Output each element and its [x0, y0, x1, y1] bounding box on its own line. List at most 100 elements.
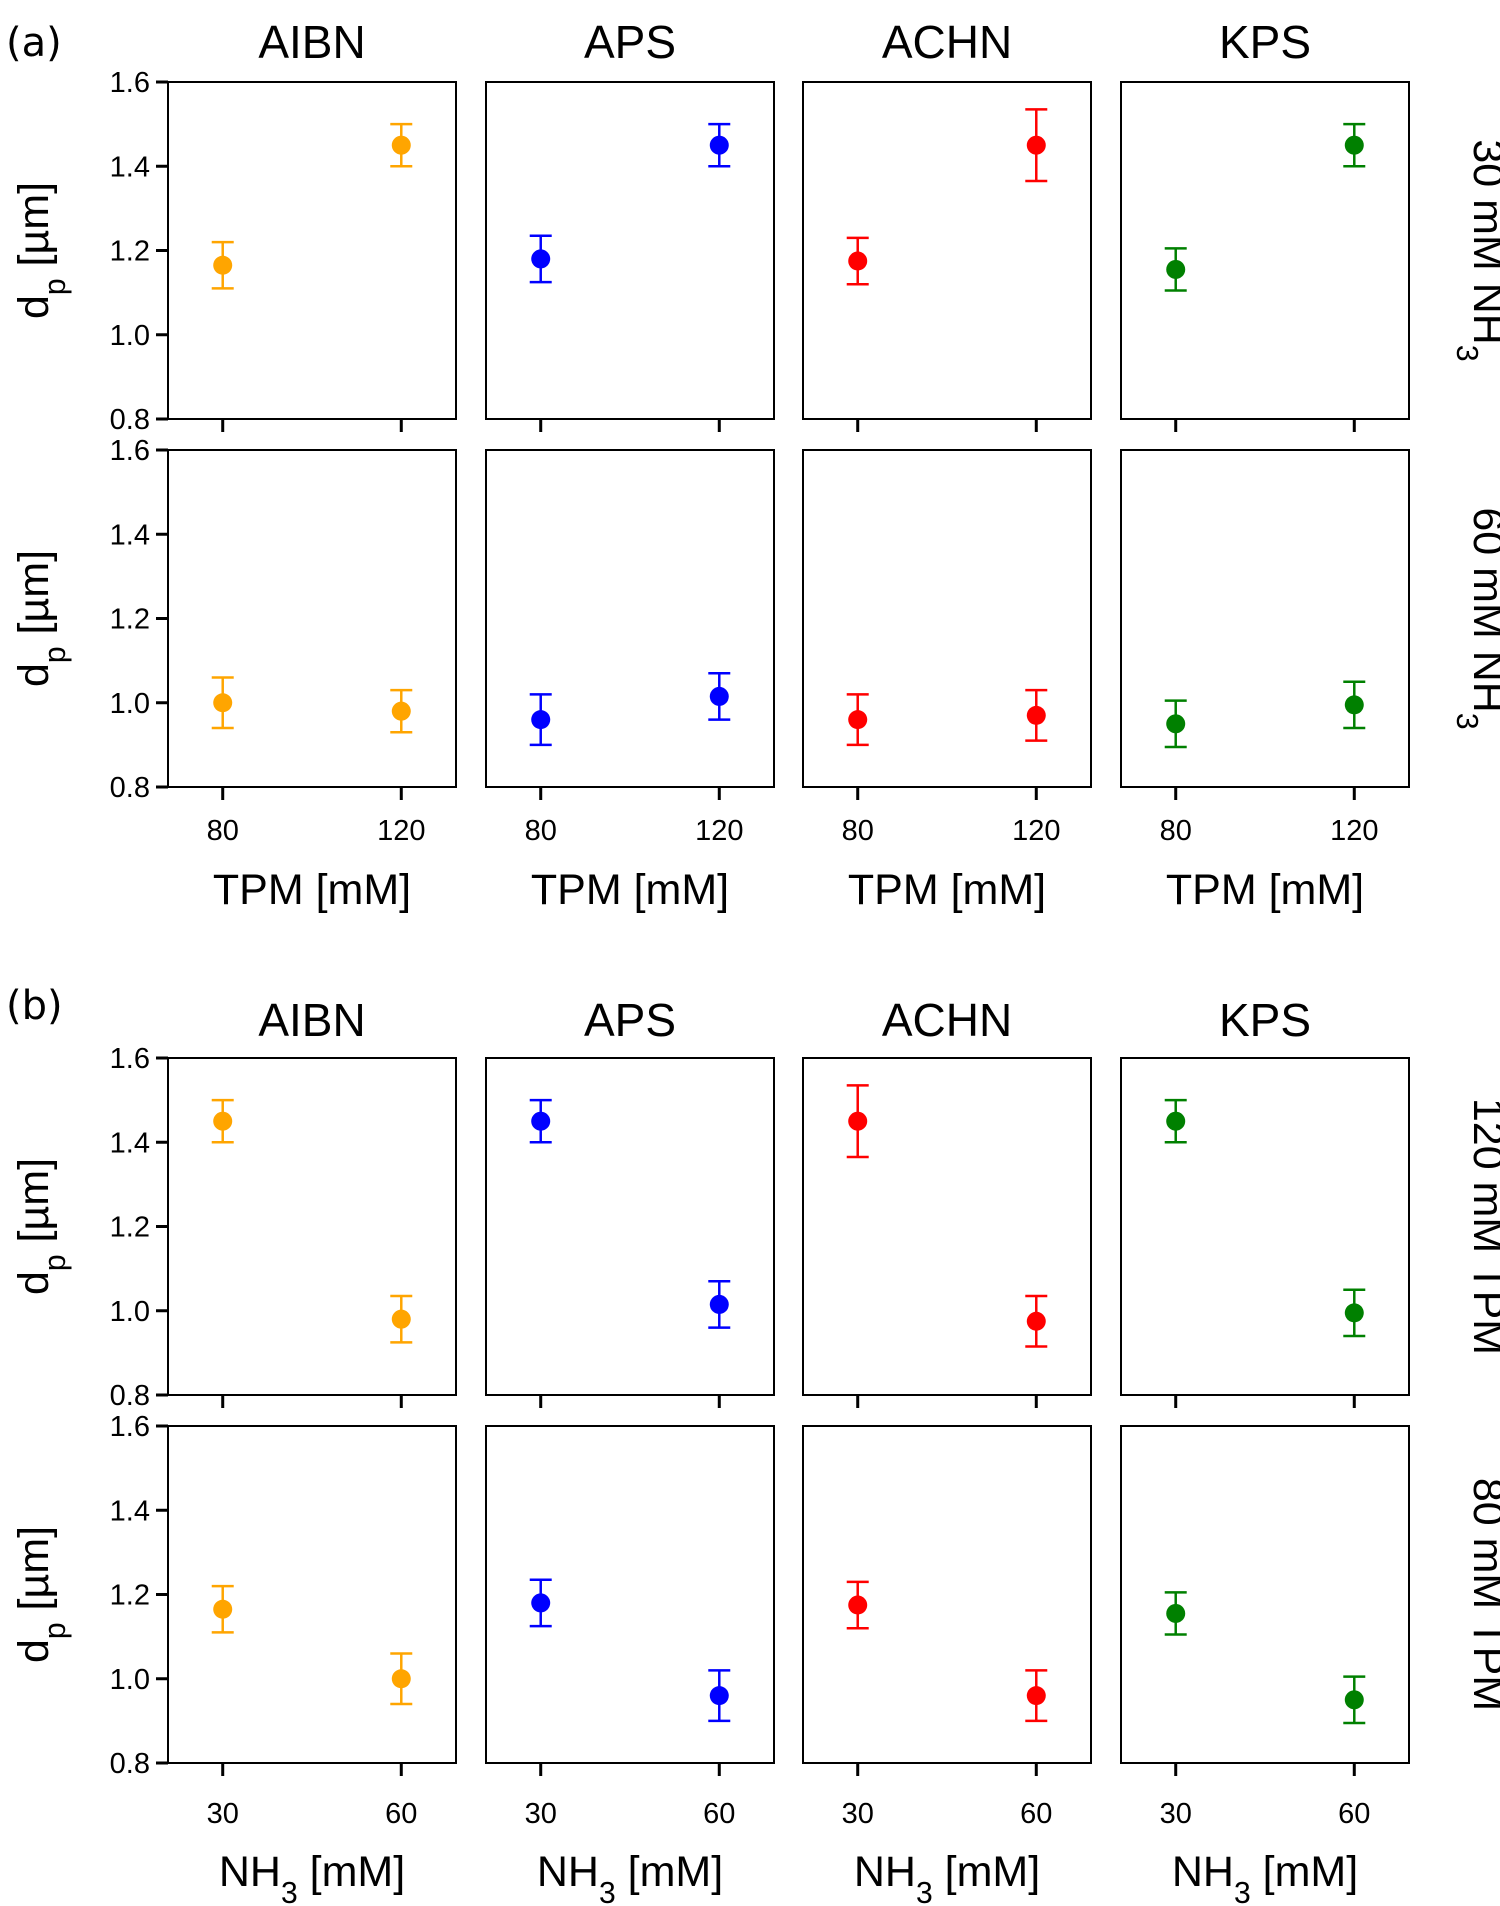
- data-point: [709, 1294, 729, 1314]
- y-tick-label: 1.6: [110, 1043, 150, 1075]
- x-tick-label: 80: [842, 815, 874, 847]
- chart-b: AIBN APS ACHN KPS 0.8 1.0 1.2 1.4 1.6 dp [µm] 120 …: [10, 994, 1500, 1906]
- data-point: [1026, 1686, 1046, 1706]
- x-axis-label: TPM [mM]: [848, 866, 1046, 914]
- y-tick-label: 1.2: [110, 1212, 150, 1244]
- data-point: [1344, 1690, 1364, 1710]
- x-tick-label: 30: [842, 1798, 874, 1830]
- column-title-achn: ACHN: [882, 994, 1012, 1046]
- plot-root: AIBN APS ACHN KPS 0.8 1.0 1.2 1.4 1.6 dp [µm] 30 m…: [10, 16, 1500, 1906]
- x-tick-label: 80: [1160, 815, 1192, 847]
- x-axis-label: TPM [mM]: [213, 866, 411, 914]
- row-label: 60 mM NH3: [1451, 507, 1500, 729]
- x-tick-label: 30: [1160, 1798, 1192, 1830]
- y-tick-label: 1.0: [110, 688, 150, 720]
- subplot-frame: [485, 1057, 775, 1396]
- x-tick-label: 60: [1338, 1798, 1370, 1830]
- x-axis-label: TPM [mM]: [531, 866, 729, 914]
- x-tick-label: 120: [1330, 815, 1378, 847]
- row-label: 120 mM TPM: [1464, 1098, 1500, 1355]
- subplot-frame: [485, 449, 775, 788]
- y-tick-label: 1.4: [110, 1127, 150, 1159]
- panel-label-a: (a): [6, 20, 62, 66]
- subplot-frame: [167, 81, 457, 420]
- subplot-frame: [167, 1057, 457, 1396]
- y-tick-label: 0.8: [110, 1748, 150, 1780]
- column-title-kps: KPS: [1219, 994, 1311, 1046]
- data-point: [1026, 705, 1046, 725]
- y-axis-label: dp [µm]: [10, 1526, 72, 1663]
- panel-label-b: (b): [6, 983, 63, 1029]
- subplot-frame: [802, 449, 1092, 788]
- y-tick-label: 1.6: [110, 67, 150, 99]
- data-point: [531, 1593, 551, 1613]
- data-point: [391, 701, 411, 721]
- y-tick-label: 1.2: [110, 1580, 150, 1612]
- data-point: [1344, 135, 1364, 155]
- x-tick-label: 60: [703, 1798, 735, 1830]
- chart-a: AIBN APS ACHN KPS 0.8 1.0 1.2 1.4 1.6 dp [µm] 30 m…: [10, 16, 1500, 914]
- data-point: [1166, 714, 1186, 734]
- subplot-frame: [802, 81, 1092, 420]
- x-axis-label: NH3 [mM]: [219, 1848, 405, 1906]
- x-axis-label: NH3 [mM]: [537, 1848, 723, 1906]
- y-tick-label: 1.4: [110, 519, 150, 551]
- data-point: [1344, 695, 1364, 715]
- data-point: [391, 135, 411, 155]
- column-title-aibn: AIBN: [258, 994, 365, 1046]
- data-point: [391, 1309, 411, 1329]
- subplot-frame: [802, 1057, 1092, 1396]
- data-point: [1026, 1311, 1046, 1331]
- data-point: [709, 686, 729, 706]
- data-point: [531, 710, 551, 730]
- x-tick-label: 120: [1012, 815, 1060, 847]
- y-tick-label: 1.6: [110, 435, 150, 467]
- data-point: [213, 1111, 233, 1131]
- y-tick-label: 1.2: [110, 236, 150, 268]
- data-point: [848, 1111, 868, 1131]
- data-point: [848, 1595, 868, 1615]
- subplot-frame: [485, 1425, 775, 1764]
- data-point: [709, 135, 729, 155]
- subplot-frame: [485, 81, 775, 420]
- subplot-frame: [1120, 1057, 1410, 1396]
- column-title-achn: ACHN: [882, 16, 1012, 68]
- subplot-frame: [802, 1425, 1092, 1764]
- y-axis-label: dp [µm]: [10, 1158, 72, 1295]
- data-point: [531, 249, 551, 269]
- column-title-aps: APS: [584, 994, 676, 1046]
- data-point: [391, 1669, 411, 1689]
- data-point: [213, 255, 233, 275]
- x-tick-label: 60: [385, 1798, 417, 1830]
- data-point: [1166, 259, 1186, 279]
- subplot-frame: [1120, 1425, 1410, 1764]
- data-point: [531, 1111, 551, 1131]
- x-tick-label: 80: [525, 815, 557, 847]
- x-axis-label: TPM [mM]: [1166, 866, 1364, 914]
- y-tick-label: 1.0: [110, 320, 150, 352]
- subplot-frame: [167, 449, 457, 788]
- y-axis-label: dp [µm]: [10, 550, 72, 687]
- x-axis-label: NH3 [mM]: [854, 1848, 1040, 1906]
- y-tick-label: 0.8: [110, 404, 150, 436]
- y-tick-label: 1.2: [110, 604, 150, 636]
- x-tick-label: 120: [695, 815, 743, 847]
- y-tick-label: 1.0: [110, 1664, 150, 1696]
- y-tick-label: 1.0: [110, 1296, 150, 1328]
- y-tick-label: 1.4: [110, 151, 150, 183]
- data-point: [1166, 1111, 1186, 1131]
- subplot-frame: [1120, 449, 1410, 788]
- y-axis-label: dp [µm]: [10, 182, 72, 319]
- y-tick-label: 1.6: [110, 1411, 150, 1443]
- data-point: [848, 710, 868, 730]
- subplot-frame: [1120, 81, 1410, 420]
- x-tick-label: 80: [207, 815, 239, 847]
- x-tick-label: 30: [207, 1798, 239, 1830]
- x-tick-label: 60: [1020, 1798, 1052, 1830]
- y-tick-label: 0.8: [110, 1380, 150, 1412]
- data-point: [1344, 1303, 1364, 1323]
- column-title-aps: APS: [584, 16, 676, 68]
- data-point: [709, 1686, 729, 1706]
- x-axis-label: NH3 [mM]: [1172, 1848, 1358, 1906]
